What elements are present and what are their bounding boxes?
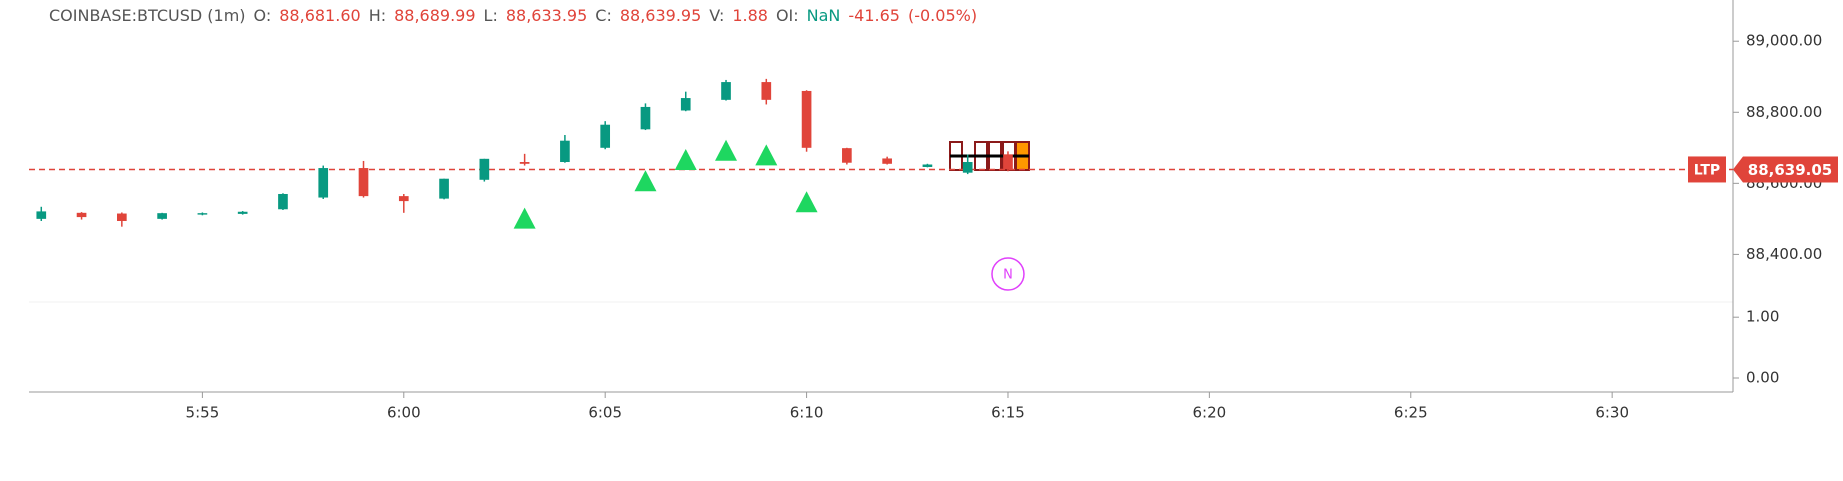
candle-body	[560, 140, 570, 163]
ltp-value-label: 88,639.05	[1748, 161, 1832, 179]
marker-circle	[991, 257, 1025, 291]
x-tick-label: 6:05	[588, 404, 622, 422]
y-tick-label: 88,800.00	[1746, 103, 1822, 121]
candle-body	[278, 193, 288, 210]
x-tick-label: 6:20	[1193, 404, 1227, 422]
y2-tick-label: 0.00	[1746, 369, 1779, 387]
header-item: 88,633.95	[505, 6, 588, 25]
candle-body	[197, 213, 208, 215]
ltp-tag-label: LTP	[1694, 162, 1720, 178]
signal-arrow	[634, 170, 657, 192]
y-tick-label: 89,000.00	[1746, 32, 1822, 50]
candle-body	[1003, 154, 1013, 170]
y-tick-label: 88,400.00	[1746, 245, 1822, 263]
header-item: O:	[253, 6, 272, 25]
ltp-tag	[1688, 156, 1726, 183]
candle-body	[76, 212, 87, 218]
x-tick-label: 5:55	[186, 404, 220, 422]
candle-body	[237, 211, 248, 214]
header-item: NaN	[806, 6, 841, 25]
candle-body	[157, 213, 167, 219]
candle-body	[680, 98, 691, 111]
y2-tick-label: 1.00	[1746, 308, 1779, 326]
header-item: V:	[709, 6, 725, 25]
candle-body	[962, 162, 973, 173]
signal-arrow	[674, 148, 697, 170]
ltp-value-tag	[1733, 156, 1838, 183]
candle-body	[801, 90, 812, 148]
marker-label: N	[1003, 268, 1013, 283]
candle-body	[519, 162, 530, 164]
header-item: 1.88	[732, 6, 768, 25]
candle-body	[117, 213, 127, 221]
candle-body	[761, 82, 772, 100]
header-item: C:	[595, 6, 612, 25]
header-item: 88,639.95	[619, 6, 702, 25]
ohlc-header: COINBASE:BTCUSD (1m) O: 88,681.60 H: 88,689.…	[49, 6, 977, 25]
candle-body	[842, 148, 852, 163]
x-tick-label: 6:15	[991, 404, 1025, 422]
candle-body	[36, 211, 47, 219]
header-item: COINBASE:BTCUSD (1m)	[49, 6, 246, 25]
candle-body	[882, 158, 892, 164]
candle-body	[640, 106, 651, 130]
x-tick-label: 6:25	[1394, 404, 1428, 422]
candle-body	[479, 158, 490, 180]
x-tick-label: 6:30	[1595, 404, 1629, 422]
position-boxes	[949, 141, 1030, 171]
signal-arrow	[755, 144, 778, 166]
candle-body	[318, 168, 329, 198]
candle-body	[358, 168, 369, 197]
candle-body	[398, 196, 409, 202]
x-tick-label: 6:10	[790, 404, 824, 422]
candle-body	[600, 124, 611, 148]
header-item: H:	[368, 6, 387, 25]
header-item: 88,681.60	[279, 6, 361, 25]
candle-body	[922, 164, 933, 167]
signal-arrow	[795, 191, 818, 213]
signal-arrow	[513, 207, 536, 229]
header-item: (-0.05%)	[907, 6, 978, 25]
header-item: -41.65	[848, 6, 900, 25]
x-tick-label: 6:00	[387, 404, 421, 422]
header-item: 88,689.99	[394, 6, 476, 25]
candle-body	[721, 82, 731, 100]
signal-arrow	[715, 139, 738, 161]
header-item: L:	[483, 6, 498, 25]
candle-body	[439, 178, 449, 199]
header-item: OI:	[775, 6, 799, 25]
